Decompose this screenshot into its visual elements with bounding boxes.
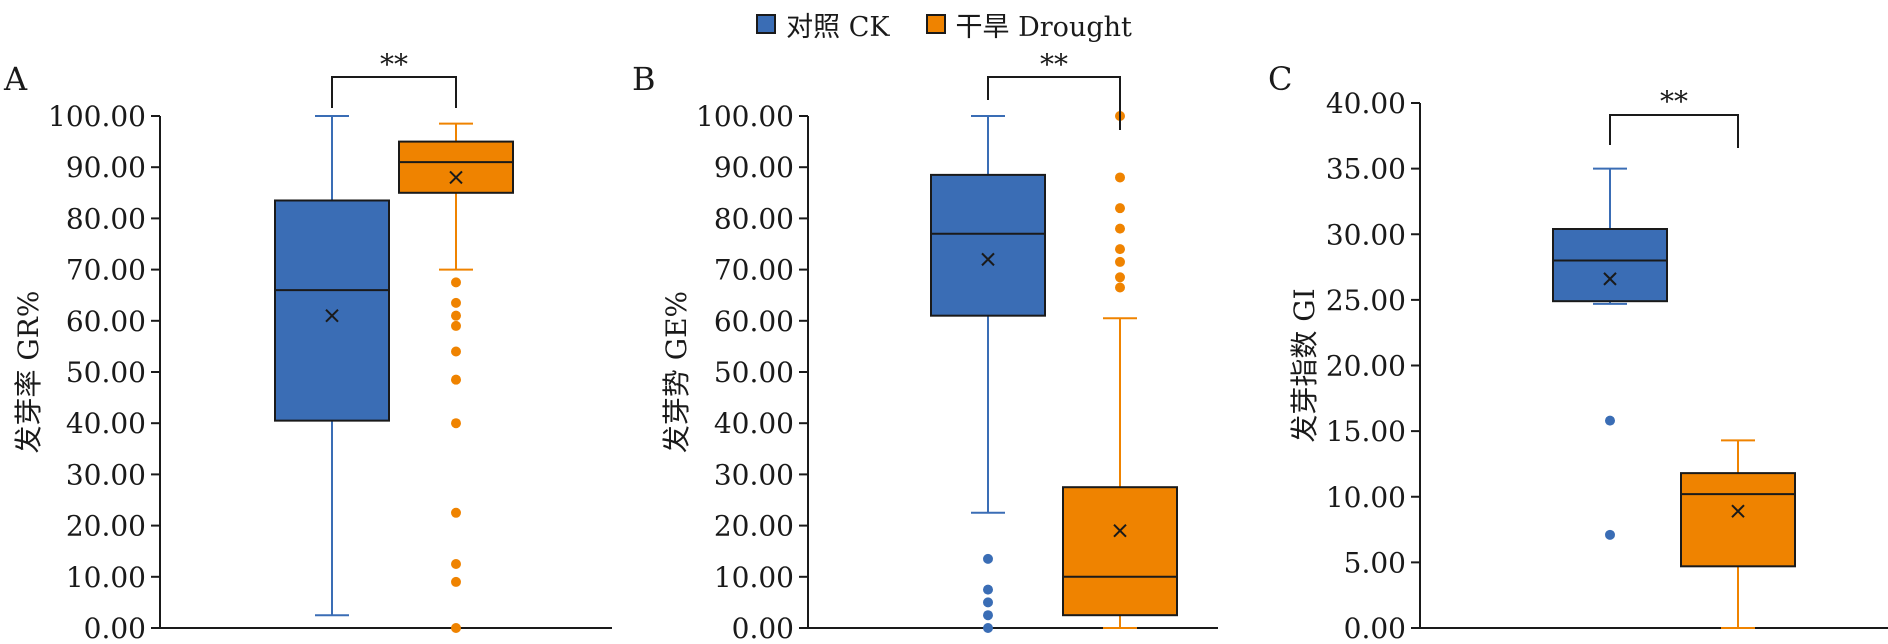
significance-bracket-0 (331, 76, 457, 108)
y-axis-title-2: 发芽指数 GI (1288, 288, 1321, 442)
mean-marker-0-0 (325, 308, 339, 323)
outlier-point-0-1-2 (451, 310, 461, 321)
outlier-point-1-1-7 (1115, 282, 1125, 293)
significance-bracket-2 (1609, 114, 1739, 148)
outlier-point-0-1-3 (451, 320, 461, 331)
y-tick-label-2: 30.00 (1326, 218, 1406, 251)
outlier-point-1-0-1 (983, 584, 993, 595)
y-tick-label-1: 10.00 (714, 561, 794, 594)
outlier-point-2-0-0 (1605, 415, 1615, 426)
y-tick-label-2: 35.00 (1326, 153, 1406, 186)
legend-label-drought: 干旱 Drought (955, 11, 1132, 43)
mean-marker-2-0 (1603, 272, 1617, 286)
mean-marker-1-0 (981, 252, 995, 267)
significance-label-2: ** (1660, 85, 1688, 118)
y-tick-label-0: 100.00 (48, 100, 146, 133)
y-tick-label-1: 0.00 (732, 612, 794, 644)
y-axis-title-0: 发芽率 GR% (12, 291, 45, 454)
y-tick-label-2: 10.00 (1326, 481, 1406, 514)
y-tick-label-0: 80.00 (66, 202, 146, 235)
y-tick-label-1: 50.00 (714, 356, 794, 389)
outlier-point-1-0-3 (983, 610, 993, 621)
outlier-point-1-1-6 (1115, 272, 1125, 283)
outlier-point-0-1-5 (451, 374, 461, 385)
outlier-point-1-0-0 (983, 553, 993, 564)
outlier-point-0-1-7 (451, 507, 461, 518)
y-tick-label-0: 20.00 (66, 510, 146, 543)
legend-label-ck: 对照 CK (786, 11, 890, 43)
mean-marker-2-1 (1731, 504, 1745, 518)
outlier-point-1-1-3 (1115, 223, 1125, 234)
box-0-0 (274, 199, 390, 422)
y-tick-label-1: 100.00 (696, 100, 794, 133)
y-tick-label-0: 30.00 (66, 458, 146, 491)
y-tick-label-0: 60.00 (66, 305, 146, 338)
y-tick-label-2: 5.00 (1344, 546, 1406, 579)
outlier-point-1-0-2 (983, 597, 993, 608)
y-axis-title-1: 发芽势 GE% (660, 291, 693, 453)
y-tick-label-2: 15.00 (1326, 415, 1406, 448)
outlier-point-1-0-4 (983, 623, 993, 633)
legend: 对照 CK 干旱 Drought (0, 4, 1888, 44)
panel-label-A: A (3, 60, 28, 98)
y-tick-label-1: 20.00 (714, 510, 794, 543)
significance-label-0: ** (380, 48, 408, 81)
outlier-point-0-1-1 (451, 297, 461, 308)
box-2-1 (1680, 472, 1796, 568)
significance-label-1: ** (1040, 48, 1068, 81)
legend-swatch-drought (925, 14, 946, 34)
legend-item-ck: 对照 CK (756, 5, 890, 44)
outlier-point-0-1-6 (451, 418, 461, 429)
y-tick-label-0: 0.00 (84, 612, 146, 644)
legend-swatch-ck (756, 14, 777, 34)
box-2-0 (1552, 228, 1668, 303)
y-tick-label-1: 90.00 (714, 151, 794, 184)
y-tick-label-1: 30.00 (714, 458, 794, 491)
outlier-point-0-1-0 (451, 277, 461, 288)
y-tick-label-1: 70.00 (714, 254, 794, 287)
y-tick-label-0: 70.00 (66, 254, 146, 287)
mean-marker-0-1 (449, 170, 463, 185)
box-1-1 (1062, 486, 1178, 617)
outlier-point-0-1-8 (451, 559, 461, 569)
outlier-point-1-1-2 (1115, 203, 1125, 214)
mean-marker-1-1 (1113, 524, 1127, 538)
y-tick-label-0: 90.00 (66, 151, 146, 184)
outlier-point-1-1-4 (1115, 244, 1125, 255)
y-tick-label-2: 0.00 (1344, 612, 1406, 644)
y-tick-label-0: 50.00 (66, 356, 146, 389)
box-0-1 (398, 140, 514, 194)
significance-bracket-1 (987, 76, 1121, 130)
outlier-point-0-1-10 (451, 623, 461, 633)
panel-label-C: C (1268, 60, 1292, 98)
outlier-point-0-1-4 (451, 346, 461, 357)
outlier-point-0-1-9 (451, 576, 461, 587)
y-tick-label-1: 80.00 (714, 202, 794, 235)
outlier-point-1-1-1 (1115, 172, 1125, 183)
y-tick-label-2: 40.00 (1326, 87, 1406, 120)
y-tick-label-0: 10.00 (66, 561, 146, 594)
y-tick-label-0: 40.00 (66, 407, 146, 440)
y-tick-label-2: 20.00 (1326, 350, 1406, 383)
box-1-0 (930, 173, 1046, 317)
y-tick-label-2: 25.00 (1326, 284, 1406, 317)
y-tick-label-1: 40.00 (714, 407, 794, 440)
outlier-point-2-0-1 (1605, 529, 1615, 540)
legend-item-drought: 干旱 Drought (925, 5, 1132, 44)
outlier-point-1-1-5 (1115, 256, 1125, 267)
y-tick-label-1: 60.00 (714, 305, 794, 338)
panel-label-B: B (632, 60, 656, 98)
